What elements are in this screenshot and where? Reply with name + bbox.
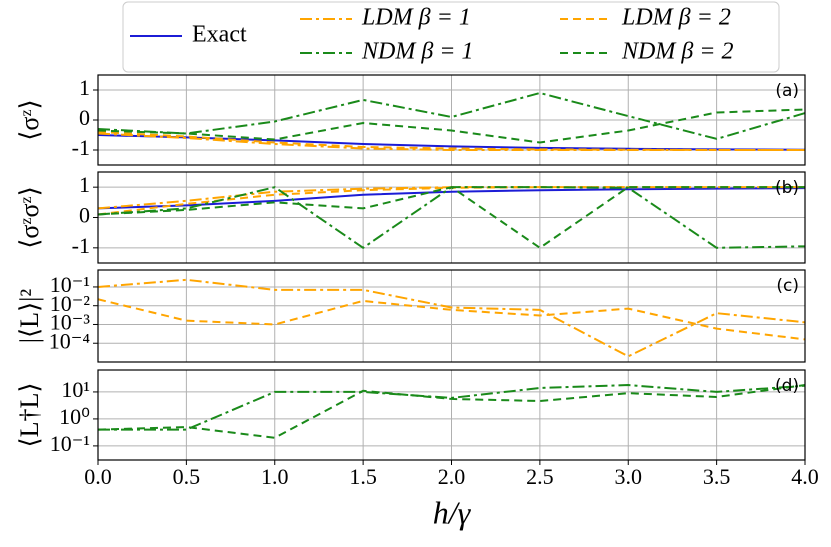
x-axis-label: h/γ bbox=[433, 494, 472, 530]
legend-label: LDM β = 2 bbox=[621, 5, 731, 31]
series-line bbox=[97, 131, 805, 151]
x-tick-label: 2.5 bbox=[526, 464, 554, 489]
panel-label: (c) bbox=[776, 276, 799, 296]
legend-box bbox=[122, 1, 780, 73]
y-tick-label: 10⁻⁴ bbox=[49, 328, 91, 353]
plot-frame bbox=[97, 171, 806, 264]
y-tick-label: 1 bbox=[79, 75, 90, 100]
y-tick-label: 10⁻¹ bbox=[50, 431, 90, 456]
y-tick-label: -1 bbox=[72, 135, 90, 160]
y-tick-label: 10⁻¹ bbox=[50, 272, 90, 297]
y-axis-label: ⟨σᶻσᶻ⟩ bbox=[15, 186, 44, 249]
legend-label: Exact bbox=[192, 22, 247, 48]
panel-label: (b) bbox=[775, 178, 799, 198]
x-tick-label: 0.5 bbox=[173, 464, 201, 489]
series-line bbox=[97, 132, 805, 151]
legend-label: NDM β = 2 bbox=[621, 39, 733, 65]
panel-label: (d) bbox=[775, 376, 799, 396]
y-tick-label: -1 bbox=[72, 233, 90, 258]
series-line bbox=[97, 186, 805, 250]
series-line bbox=[97, 91, 806, 140]
panel-label: (a) bbox=[775, 81, 799, 101]
x-tick-label: 1.0 bbox=[261, 464, 289, 489]
y-tick-label: 10⁰ bbox=[59, 404, 90, 429]
y-tick-label: 10⁻³ bbox=[50, 310, 91, 335]
y-tick-label: 0 bbox=[79, 105, 90, 130]
y-axis-label: |⟨L⟩|² bbox=[15, 289, 44, 344]
y-tick-label: 10¹ bbox=[61, 377, 90, 402]
plot-frame bbox=[97, 74, 806, 166]
x-tick-label: 3.0 bbox=[615, 464, 643, 489]
series-line bbox=[97, 384, 806, 439]
legend-label: NDM β = 1 bbox=[361, 39, 473, 65]
series-line bbox=[97, 278, 806, 358]
series-line bbox=[97, 298, 806, 341]
series-line bbox=[97, 187, 806, 210]
y-tick-label: 0 bbox=[79, 203, 90, 228]
x-tick-label: 0.0 bbox=[84, 464, 112, 489]
x-tick-label: 1.5 bbox=[349, 464, 377, 489]
x-tick-label: 3.5 bbox=[703, 464, 731, 489]
series-line bbox=[98, 384, 806, 431]
y-tick-label: 1 bbox=[79, 172, 90, 197]
legend-label: LDM β = 1 bbox=[361, 5, 471, 31]
x-tick-label: 4.0 bbox=[791, 464, 819, 489]
x-tick-label: 2.0 bbox=[438, 464, 466, 489]
y-axis-label: ⟨σᶻ⟩ bbox=[15, 99, 44, 140]
plot-frame bbox=[97, 269, 806, 363]
series-line bbox=[97, 108, 806, 144]
y-tick-label: 10⁻² bbox=[50, 291, 91, 316]
y-axis-label: ⟨L†L⟩ bbox=[15, 382, 44, 447]
